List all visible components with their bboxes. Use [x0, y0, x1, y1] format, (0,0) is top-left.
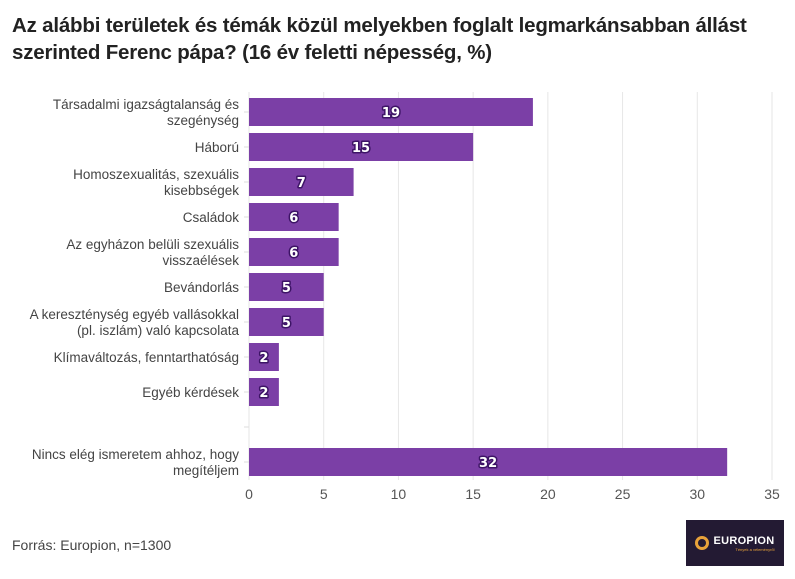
logo-mark-icon [695, 536, 710, 550]
category-label: Az egyházon belüli szexuális [66, 237, 239, 252]
bar [249, 203, 339, 231]
x-tick-label: 10 [391, 486, 407, 502]
europion-logo: EUROPION Tények a véleményről [686, 520, 784, 566]
data-label: 2 [259, 386, 268, 401]
bar [249, 98, 533, 126]
bar [249, 308, 324, 336]
category-label: A kereszténység egyéb vallásokkal [30, 307, 239, 322]
category-label: Nincs elég ismeretem ahhoz, hogy [32, 447, 239, 462]
data-label: 15 [352, 141, 370, 156]
logo-tagline: Tények a véleményről [735, 546, 775, 552]
chart-title: Az alábbi területek és témák közül melye… [12, 14, 747, 64]
category-label: szegénység [167, 113, 239, 128]
category-label: Homoszexualitás, szexuális [73, 167, 239, 182]
category-label: Háború [195, 140, 239, 155]
data-label: 2 [259, 351, 268, 366]
category-label: Bevándorlás [164, 280, 239, 295]
data-label: 32 [479, 456, 497, 471]
x-tick-label: 5 [320, 486, 328, 502]
category-label: megítéljem [173, 463, 239, 478]
data-label: 6 [289, 246, 298, 261]
x-tick-label: 0 [245, 486, 253, 502]
bar [249, 448, 728, 476]
bar [249, 378, 279, 406]
data-label: 5 [282, 316, 291, 331]
bar [249, 168, 354, 196]
bar [249, 238, 339, 266]
category-label: visszaélések [162, 253, 239, 268]
category-label: kisebbségek [164, 183, 239, 198]
category-label: Családok [183, 210, 240, 225]
x-tick-label: 15 [465, 486, 481, 502]
data-label: 19 [382, 106, 400, 121]
logo-name: EUROPION [713, 534, 775, 547]
x-tick-label: 35 [764, 486, 780, 502]
bar [249, 133, 474, 161]
x-tick-label: 20 [540, 486, 556, 502]
category-label: (pl. iszlám) való kapcsolata [77, 323, 240, 338]
data-label: 7 [297, 176, 306, 191]
data-label: 6 [289, 211, 298, 226]
bar [249, 273, 324, 301]
category-label: Egyéb kérdések [142, 385, 239, 400]
bar [249, 343, 279, 371]
data-label: 5 [282, 281, 291, 296]
x-tick-label: 30 [689, 486, 705, 502]
category-label: Klímaváltozás, fenntarthatóság [54, 350, 239, 365]
category-label: Társadalmi igazságtalanság és [53, 97, 239, 112]
source-note: Forrás: Europion, n=1300 [12, 537, 172, 553]
x-tick-label: 25 [615, 486, 631, 502]
